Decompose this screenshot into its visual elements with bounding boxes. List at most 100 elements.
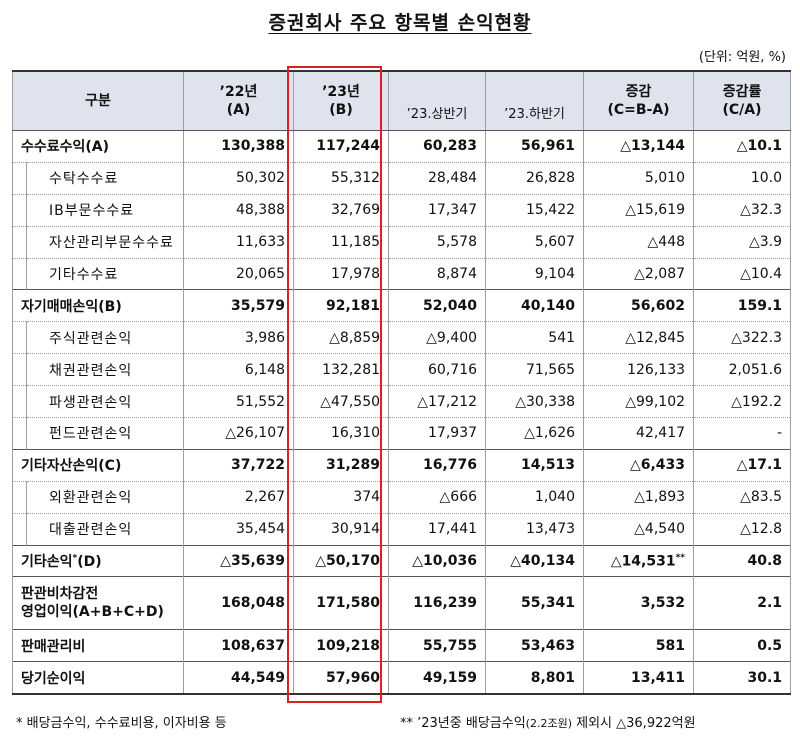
category-row: 기타자산손익(C) 37,722 31,289 16,776 14,513 △6,433 △… <box>11 448 792 482</box>
value-cell: △4,540 <box>583 513 695 546</box>
value-cell: 581 <box>583 629 695 663</box>
table-row: IB부문수수료 48,388 32,769 17,347 15,422 △15,619 △3… <box>12 194 792 227</box>
value-cell: △30,338 <box>485 385 585 419</box>
value-cell: △2,087 <box>583 258 695 291</box>
footnote-2: ** ’23년중 배당금수익(2.2조원) 제외시 △36,922억원 <box>400 716 696 731</box>
value-cell: △9,400 <box>388 321 487 355</box>
value-cell: 16,776 <box>388 448 487 482</box>
row-label: 판관비차감전 영업이익(A+B+C+D) <box>11 576 185 631</box>
value-cell: △6,433 <box>583 448 695 482</box>
value-cell: △12.8 <box>693 513 792 546</box>
header-2023: ’23년 (B) <box>293 70 390 131</box>
indent-cell <box>12 321 27 355</box>
indent-cell <box>12 385 27 419</box>
value-cell: △322.3 <box>693 321 792 355</box>
row-label: 당기순이익 <box>11 661 185 696</box>
value-cell: 16,310 <box>293 417 390 450</box>
value-cell: 108,637 <box>183 629 295 663</box>
value-cell: 17,347 <box>388 194 487 227</box>
table-row: 자산관리부문수수료 11,633 11,185 5,578 5,607 △448 △3.9 <box>12 226 792 259</box>
value-cell: 374 <box>293 481 390 514</box>
value-cell: △17,212 <box>388 385 487 419</box>
unit-label: (단위: 억원, %) <box>698 50 786 65</box>
table-row: 대출관련손익 35,454 30,914 17,441 13,473 △4,540 △12.… <box>12 513 792 546</box>
table-row: 채권관련손익 6,148 132,281 60,716 71,565 126,133 2,0… <box>12 353 792 387</box>
value-cell: △50,170 <box>293 544 390 578</box>
value-cell: 49,159 <box>388 661 487 696</box>
value-cell: 13,473 <box>485 513 585 546</box>
category-row: 판매관리비 108,637 109,218 55,755 53,463 581 0.5 <box>11 629 792 663</box>
value-cell: △1,626 <box>485 417 585 450</box>
indent-cell <box>12 226 27 259</box>
value-cell: 2,267 <box>183 481 295 514</box>
header-2023-h2: ’23.하반기 <box>485 70 585 131</box>
value-cell: 5,010 <box>583 162 695 195</box>
value-cell: 13,411 <box>583 661 695 696</box>
value-cell: 14,513 <box>485 448 585 482</box>
value-cell: △1,893 <box>583 481 695 514</box>
value-cell: 17,937 <box>388 417 487 450</box>
value-cell: 159.1 <box>693 289 792 323</box>
indent-cell <box>12 194 27 227</box>
value-cell: 92,181 <box>293 289 390 323</box>
value-cell: 17,441 <box>388 513 487 546</box>
value-cell: 109,218 <box>293 629 390 663</box>
value-cell: 55,312 <box>293 162 390 195</box>
value-cell: △10.4 <box>693 258 792 291</box>
value-cell: △17.1 <box>693 448 792 482</box>
category-row: 판관비차감전 영업이익(A+B+C+D) 168,048 171,580 116,239… <box>11 576 792 631</box>
header-category: 구분 <box>11 70 185 131</box>
value-cell: 56,602 <box>583 289 695 323</box>
value-cell: △3.9 <box>693 226 792 259</box>
table-row: 수탁수수료 50,302 55,312 28,484 26,828 5,010 10.0 <box>12 162 792 195</box>
value-cell: 132,281 <box>293 353 390 387</box>
value-cell: 71,565 <box>485 353 585 387</box>
value-cell: 10.0 <box>693 162 792 195</box>
value-cell: 56,961 <box>485 130 585 163</box>
row-label: 파생관련손익 <box>25 385 185 419</box>
value-cell: △192.2 <box>693 385 792 419</box>
value-cell: △8,859 <box>293 321 390 355</box>
value-cell: △99,102 <box>583 385 695 419</box>
value-cell: 8,801 <box>485 661 585 696</box>
indent-cell <box>12 162 27 195</box>
header-2022: ’22년 (A) <box>183 70 295 131</box>
row-label: 수탁수수료 <box>25 162 185 195</box>
category-row: 당기순이익 44,549 57,960 49,159 8,801 13,411 30.1 <box>11 661 792 696</box>
value-cell: 32,769 <box>293 194 390 227</box>
value-cell: 60,283 <box>388 130 487 163</box>
value-cell: 57,960 <box>293 661 390 696</box>
value-cell: 53,463 <box>485 629 585 663</box>
value-cell: 3,532 <box>583 576 695 631</box>
value-cell: 52,040 <box>388 289 487 323</box>
value-cell: - <box>693 417 792 450</box>
value-cell: 5,578 <box>388 226 487 259</box>
value-cell: 117,244 <box>293 130 390 163</box>
row-label: 기타손익*(D) <box>11 544 185 578</box>
value-cell: 116,239 <box>388 576 487 631</box>
category-row: 기타손익*(D) △35,639 △50,170 △10,036 △40,134 △14,… <box>11 544 792 578</box>
value-cell: 541 <box>485 321 585 355</box>
value-cell: 15,422 <box>485 194 585 227</box>
value-cell: 48,388 <box>183 194 295 227</box>
row-label: IB부문수수료 <box>25 194 185 227</box>
value-cell: 171,580 <box>293 576 390 631</box>
category-row: 수수료수익(A) 130,388 117,244 60,283 56,961 △13,14… <box>11 130 792 163</box>
value-cell: △448 <box>583 226 695 259</box>
row-label: 채권관련손익 <box>25 353 185 387</box>
value-cell: △10.1 <box>693 130 792 163</box>
value-cell: 1,040 <box>485 481 585 514</box>
value-cell: △14,531** <box>583 544 695 578</box>
row-label: 기타수수료 <box>25 258 185 291</box>
value-cell: △26,107 <box>183 417 295 450</box>
value-cell: 26,828 <box>485 162 585 195</box>
header-change: 증감 (C=B-A) <box>583 70 695 131</box>
value-cell: 35,454 <box>183 513 295 546</box>
value-cell: 44,549 <box>183 661 295 696</box>
row-label: 외환관련손익 <box>25 481 185 514</box>
value-cell: △12,845 <box>583 321 695 355</box>
value-cell: 17,978 <box>293 258 390 291</box>
value-cell: 0.5 <box>693 629 792 663</box>
indent-cell <box>12 417 27 450</box>
row-label: 자기매매손익(B) <box>11 289 185 323</box>
